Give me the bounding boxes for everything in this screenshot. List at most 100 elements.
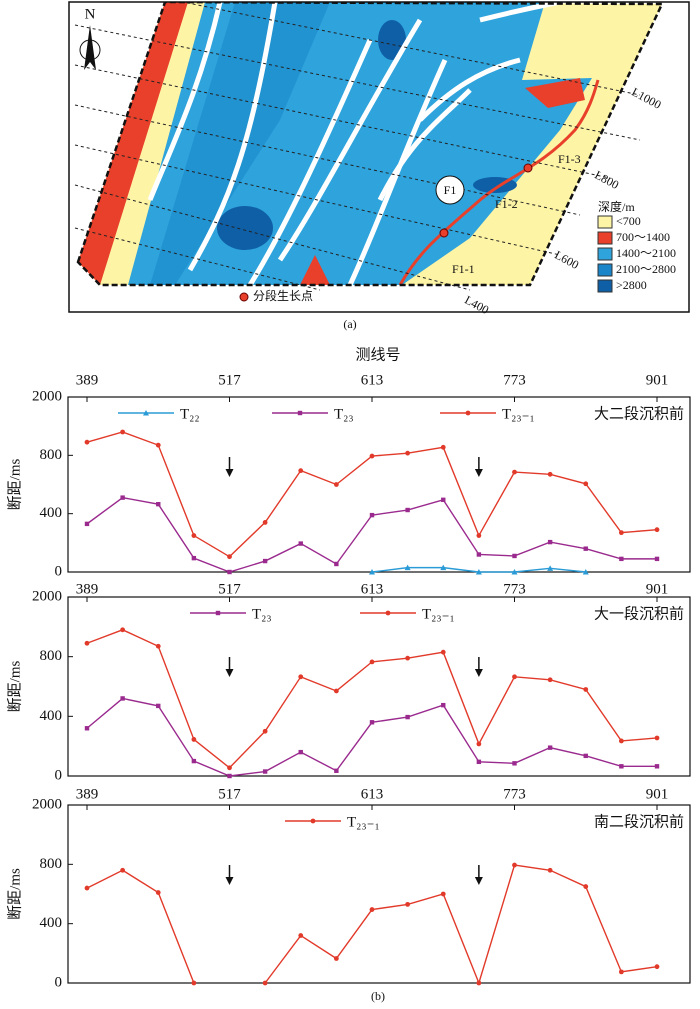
point	[333, 956, 339, 961]
point	[227, 554, 232, 560]
panel-title: 大二段沉积前	[594, 405, 684, 422]
caption: (b)	[371, 989, 385, 1003]
faults	[147, 2, 561, 287]
point	[476, 552, 482, 557]
point	[84, 885, 90, 891]
point	[298, 749, 303, 755]
point	[298, 933, 304, 938]
y-tick-label: 800	[40, 447, 63, 463]
point	[654, 527, 660, 533]
legend-label: T₂₃	[334, 406, 354, 422]
point	[405, 450, 411, 456]
point	[405, 507, 410, 513]
arrow	[474, 469, 483, 477]
map	[74, 2, 664, 291]
legend-label: >2800	[616, 278, 647, 292]
x-tick-label: 901	[646, 786, 669, 802]
point	[618, 530, 624, 536]
y-tick-label: 0	[55, 767, 63, 783]
point	[297, 410, 303, 416]
point	[476, 741, 482, 747]
point	[191, 758, 197, 764]
point	[191, 980, 197, 986]
legend-label: 700～1400	[616, 230, 670, 244]
series-line	[86, 431, 658, 558]
x-tick-label: 517	[218, 372, 241, 388]
red-strip	[78, 2, 188, 285]
point	[654, 735, 660, 741]
point	[334, 768, 339, 773]
x-tick-label: 773	[503, 786, 526, 802]
point	[298, 468, 304, 474]
point	[476, 533, 482, 538]
point	[619, 764, 624, 769]
y-axis-label: 断距/ms	[6, 661, 23, 713]
point-label: 分段生长点	[253, 288, 313, 303]
point	[385, 610, 391, 616]
line-label: L600	[552, 248, 581, 272]
x-tick-label: 613	[361, 581, 384, 597]
point	[405, 655, 411, 661]
point	[547, 565, 554, 571]
point	[298, 541, 303, 546]
series-line	[86, 697, 657, 777]
fault-badge	[435, 175, 465, 205]
point	[191, 555, 197, 561]
point	[465, 410, 471, 416]
point	[84, 439, 90, 445]
x-tick-label: 901	[646, 581, 669, 597]
point	[547, 471, 553, 477]
deep-patch	[217, 206, 273, 250]
point	[440, 649, 446, 655]
point	[227, 773, 232, 779]
segment-label: F1-2	[495, 197, 518, 211]
point	[583, 687, 589, 692]
segment-label: F1-3	[558, 152, 581, 166]
legend-label: 2100～2800	[616, 262, 676, 276]
point	[155, 890, 161, 895]
point	[369, 453, 375, 459]
legend-swatch	[597, 247, 613, 261]
y-tick-label: 2000	[32, 588, 62, 604]
legend-label: <700	[616, 214, 641, 228]
caption: (a)	[343, 317, 356, 331]
point	[583, 884, 589, 889]
series-line	[86, 629, 658, 769]
series-line	[86, 864, 658, 986]
arrow	[474, 877, 483, 885]
point	[143, 410, 149, 416]
x-tick-label: 389	[76, 581, 99, 597]
segment-label: F1-1	[452, 262, 475, 276]
point	[298, 674, 304, 680]
x-tick-label: 773	[503, 581, 526, 597]
point	[583, 753, 588, 759]
point	[547, 867, 553, 873]
point	[191, 737, 197, 742]
legend-label: T₂₂	[180, 406, 200, 422]
point	[215, 610, 221, 616]
point	[120, 627, 126, 633]
point	[441, 702, 446, 708]
point	[547, 539, 553, 545]
point	[476, 759, 482, 765]
point	[227, 765, 232, 771]
red-patch	[525, 78, 585, 108]
point	[120, 867, 126, 873]
north-arrow	[79, 25, 101, 70]
point	[512, 862, 517, 868]
point	[440, 891, 446, 897]
panel-title: 大一段沉积前	[594, 605, 684, 622]
point	[618, 969, 624, 975]
point	[84, 640, 90, 646]
point	[654, 556, 660, 562]
map-boundary	[76, 2, 664, 287]
point	[475, 569, 482, 575]
x-tick-label: 517	[218, 581, 241, 597]
survey-lines	[74, 2, 641, 291]
point	[405, 714, 410, 720]
deep-patch	[378, 20, 406, 60]
point	[310, 818, 316, 824]
point	[512, 469, 517, 475]
point	[583, 481, 589, 487]
x-tick-label: 389	[76, 372, 99, 388]
